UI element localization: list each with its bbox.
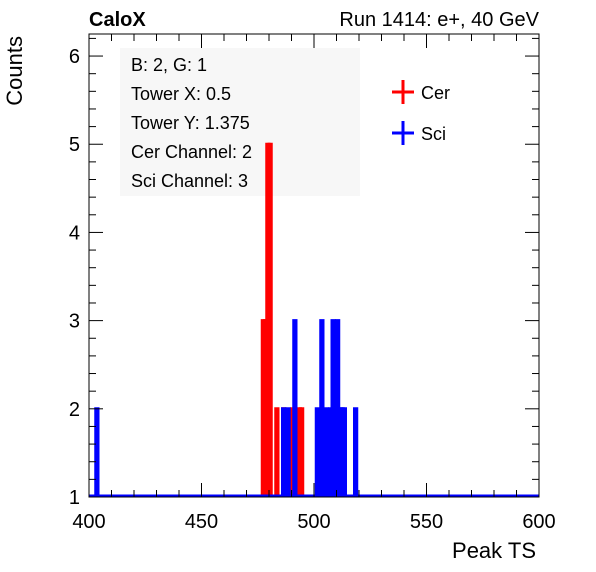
- bar-sci-5: [319, 319, 325, 497]
- info-line-3: Tower Y: 1.375: [131, 113, 250, 133]
- info-line-2: Tower X: 0.5: [131, 84, 231, 104]
- y-tick-label-1: 2: [69, 399, 80, 421]
- y-tick-label-2: 3: [69, 311, 80, 333]
- x-tick-label-3: 550: [410, 511, 443, 533]
- bars-layer: [89, 142, 539, 498]
- legend-sci-label: Sci: [421, 124, 446, 144]
- header-right-label: Run 1414: e+, 40 GeV: [339, 9, 539, 31]
- info-line-5: Sci Channel: 3: [131, 171, 248, 191]
- bar-sci-13: [341, 407, 347, 497]
- y-tick-label-5: 6: [69, 46, 80, 68]
- bar-sci-1: [281, 407, 287, 497]
- bar-sci-14: [353, 407, 359, 497]
- info-line-4: Cer Channel: 2: [131, 142, 252, 162]
- x-tick-label-2: 500: [297, 511, 330, 533]
- y-tick-label-4: 5: [69, 134, 80, 156]
- bar-cer-4: [274, 407, 280, 497]
- bar-sci-6: [323, 407, 329, 497]
- bar-sci-4: [314, 407, 320, 497]
- x-tick-label-0: 400: [72, 511, 105, 533]
- bar-cer-3: [267, 142, 273, 497]
- series-sci: [94, 319, 359, 497]
- bar-sci-0: [94, 407, 100, 497]
- series-cer: [260, 142, 305, 497]
- header-left-label: CaloX: [89, 9, 146, 31]
- x-tick-label-4: 600: [522, 511, 555, 533]
- legend-sci-marker: [392, 121, 414, 145]
- info-box: [120, 48, 360, 196]
- y-tick-label-3: 4: [69, 222, 80, 244]
- y-tick-label-0: 1: [69, 487, 80, 509]
- info-line-1: B: 2, G: 1: [131, 55, 207, 75]
- bar-sci-3: [292, 319, 298, 497]
- bar-cer-8: [299, 407, 305, 497]
- legend-cer-marker: [392, 80, 414, 104]
- x-tick-label-1: 450: [185, 511, 218, 533]
- ticks-layer: 400 450 500 550 600 1 2 3 4 5 6: [69, 34, 556, 533]
- y-axis-title: Counts: [2, 36, 27, 106]
- legend-cer-label: Cer: [421, 83, 450, 103]
- bar-sci-2: [285, 407, 291, 497]
- x-axis-title: Peak TS: [452, 538, 536, 563]
- legend: Cer Sci: [392, 80, 450, 145]
